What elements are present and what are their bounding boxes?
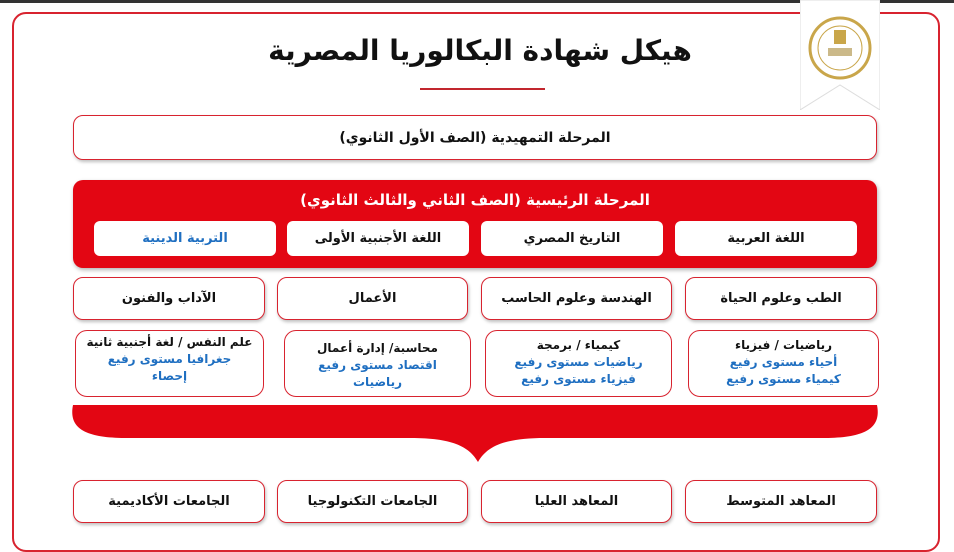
track-elective: جغرافيا مستوى رفيع [107, 352, 232, 366]
track-medicine: الطب وعلوم الحياة [685, 277, 877, 320]
track-arts: الآداب والفنون [73, 277, 265, 320]
track-detail-medicine: رياضيات / فيزياء أحياء مستوى رفيع كيمياء… [688, 330, 879, 397]
track-main-subjects: علم النفس / لغة أجنبية ثانية [86, 335, 253, 349]
track-elective: اقتصاد مستوى رفيع [318, 358, 437, 372]
destination-higher-institutes: المعاهد العليا [481, 480, 672, 523]
destination-technological-universities: الجامعات التكنولوجيا [277, 480, 468, 523]
destination-middle-institutes: المعاهد المتوسط [685, 480, 877, 523]
title-underline [420, 88, 545, 90]
destination-academic-universities: الجامعات الأكاديمية [73, 480, 265, 523]
track-elective: إحصاء [151, 369, 188, 383]
track-elective: رياضيات مستوى رفيع [514, 355, 643, 369]
ministry-logo [800, 0, 880, 110]
page-title: هيكل شهادة البكالوريا المصرية [268, 34, 692, 67]
track-elective: كيمياء مستوى رفيع [726, 372, 841, 386]
track-engineering: الهندسة وعلوم الحاسب [481, 277, 672, 320]
main-stage-title: المرحلة الرئيسية (الصف الثاني والثالث ال… [300, 191, 650, 209]
subject-egyptian-history: التاريخ المصري [481, 221, 663, 256]
track-elective: فيزياء مستوى رفيع [521, 372, 636, 386]
preparatory-stage-box: المرحلة التمهيدية (الصف الأول الثانوي) [73, 115, 877, 160]
subject-arabic: اللغة العربية [675, 221, 857, 256]
track-detail-business: محاسبة/ إدارة أعمال اقتصاد مستوى رفيع ري… [284, 330, 471, 397]
track-business: الأعمال [277, 277, 468, 320]
track-elective: رياضيات [353, 375, 402, 389]
subject-first-foreign-language: اللغة الأجنبية الأولى [287, 221, 469, 256]
track-detail-arts: علم النفس / لغة أجنبية ثانية جغرافيا مست… [75, 330, 264, 397]
track-main-subjects: رياضيات / فيزياء [734, 338, 833, 352]
main-stage-panel: المرحلة الرئيسية (الصف الثاني والثالث ال… [73, 180, 877, 268]
top-bar [0, 0, 954, 3]
track-detail-engineering: كيمياء / برمجة رياضيات مستوى رفيع فيزياء… [485, 330, 672, 397]
track-elective: أحياء مستوى رفيع [729, 355, 838, 369]
brace-arrow [72, 405, 878, 462]
track-main-subjects: كيمياء / برمجة [536, 338, 621, 352]
subject-religious-education: التربية الدينية [94, 221, 276, 256]
track-main-subjects: محاسبة/ إدارة أعمال [317, 341, 438, 355]
